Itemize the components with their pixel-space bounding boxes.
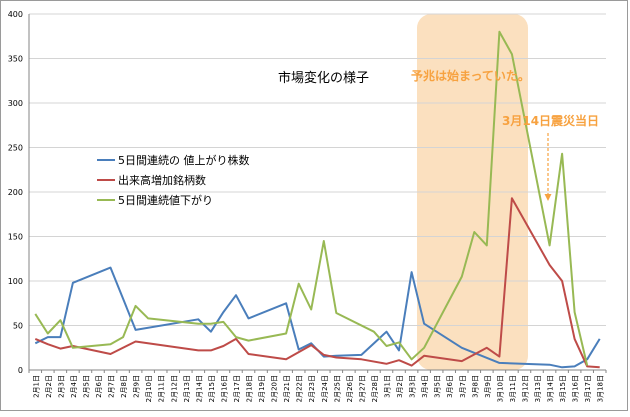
series-line-3 bbox=[34, 30, 589, 366]
x-tick-label: 2月1日 bbox=[32, 375, 40, 398]
x-tick-label: 3月9日 bbox=[484, 375, 492, 398]
legend-label: 5日間連続の 値上がり株数 bbox=[118, 153, 250, 167]
x-tick-label: 2月21日 bbox=[283, 375, 291, 402]
x-tick-label: 2月15日 bbox=[208, 375, 216, 402]
x-tick-label: 3月11日 bbox=[509, 375, 517, 402]
y-axis-ticks: 0 50 100 150 200 250 300 350 400 bbox=[8, 10, 23, 375]
x-tick-label: 3月7日 bbox=[459, 375, 467, 398]
series-lines bbox=[34, 30, 601, 369]
quake-day-arrow-head bbox=[544, 194, 552, 201]
x-tick-label: 2月20日 bbox=[271, 375, 279, 402]
y-tick-label: 50 bbox=[13, 322, 23, 331]
x-tick-label: 2月13日 bbox=[183, 375, 191, 402]
x-tick-label: 3月6日 bbox=[446, 375, 454, 398]
x-tick-label: 2月9日 bbox=[133, 375, 141, 398]
x-tick-label: 3月13日 bbox=[534, 375, 542, 402]
x-tick-label: 3月10日 bbox=[496, 375, 504, 402]
x-tick-label: 3月14日 bbox=[547, 375, 555, 402]
x-tick-label: 3月2日 bbox=[396, 375, 404, 398]
x-tick-label: 2月7日 bbox=[108, 375, 116, 398]
x-tick-label: 3月18日 bbox=[597, 375, 605, 402]
x-tick-label: 2月26日 bbox=[346, 375, 354, 402]
y-tick-label: 150 bbox=[8, 233, 23, 242]
y-tick-label: 300 bbox=[8, 99, 23, 108]
x-tick-label: 3月1日 bbox=[383, 375, 391, 398]
x-tick-label: 2月23日 bbox=[308, 375, 316, 402]
x-tick-label: 3月16日 bbox=[572, 375, 580, 402]
x-tick-label: 2月10日 bbox=[145, 375, 153, 402]
x-tick-label: 2月3日 bbox=[57, 375, 65, 398]
x-tick-label: 2月17日 bbox=[233, 375, 241, 402]
x-tick-label: 2月5日 bbox=[82, 375, 90, 398]
y-tick-label: 0 bbox=[18, 366, 23, 375]
x-tick-label: 3月5日 bbox=[434, 375, 442, 398]
x-tick-label: 2月27日 bbox=[358, 375, 366, 402]
x-tick-label: 2月22日 bbox=[296, 375, 304, 402]
x-tick-label: 2月2日 bbox=[45, 375, 53, 398]
x-tick-label: 2月24日 bbox=[321, 375, 329, 402]
y-tick-label: 250 bbox=[8, 144, 23, 153]
x-tick-label: 3月8日 bbox=[471, 375, 479, 398]
x-tick-label: 2月11日 bbox=[158, 375, 166, 402]
y-tick-label: 100 bbox=[8, 277, 23, 286]
y-tick-label: 200 bbox=[8, 188, 23, 197]
x-tick-label: 3月15日 bbox=[559, 375, 567, 402]
x-tick-label: 2月16日 bbox=[220, 375, 228, 402]
y-tick-label: 400 bbox=[8, 10, 23, 19]
x-tick-label: 2月19日 bbox=[258, 375, 266, 402]
x-tick-label: 3月12日 bbox=[521, 375, 529, 402]
x-tick-label: 2月25日 bbox=[333, 375, 341, 402]
x-tick-label: 2月8日 bbox=[120, 375, 128, 398]
foreshadow-annotation: 予兆は始まっていた。 bbox=[411, 68, 530, 83]
x-tick-label: 2月14日 bbox=[195, 375, 203, 402]
quake-day-annotation: 3月14日震災当日 bbox=[502, 113, 599, 128]
x-tick-label: 3月17日 bbox=[584, 375, 592, 402]
x-tick-label: 2月28日 bbox=[371, 375, 379, 402]
x-tick-label: 2月6日 bbox=[95, 375, 103, 398]
x-tick-label: 2月4日 bbox=[70, 375, 78, 398]
legend-label: 出来高増加銘柄数 bbox=[118, 173, 206, 187]
x-axis: 2月1日 2月2日 2月3日 2月4日 2月5日 2月6日 2月7日 2月8日 2月9日 2月10… bbox=[28, 14, 607, 402]
chart-title: 市場変化の様子 bbox=[278, 70, 369, 86]
series-line-1 bbox=[34, 266, 601, 369]
x-tick-label: 3月4日 bbox=[421, 375, 429, 398]
legend-label: 5日間連続値下がり bbox=[118, 193, 213, 207]
y-tick-label: 350 bbox=[8, 55, 23, 64]
series-line-2 bbox=[34, 197, 600, 369]
x-tick-label: 2月12日 bbox=[170, 375, 178, 402]
x-tick-label: 3月3日 bbox=[409, 375, 417, 398]
x-tick-label: 2月18日 bbox=[246, 375, 254, 402]
